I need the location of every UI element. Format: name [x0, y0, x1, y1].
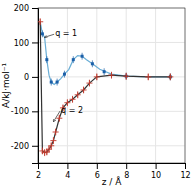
tick-label: 12	[180, 171, 190, 180]
tick-label: -100	[11, 107, 29, 116]
point	[167, 74, 173, 80]
point	[94, 74, 100, 80]
error-bar	[46, 56, 47, 63]
annotation-arrow	[45, 34, 55, 37]
grid-line	[126, 8, 127, 163]
tick-mark	[32, 42, 38, 43]
tick: -100	[11, 107, 38, 116]
error-bar	[73, 56, 74, 63]
y-axis: -200 -100 0 100 200	[11, 4, 39, 163]
point	[41, 32, 44, 35]
grid-line	[96, 8, 97, 163]
tick-label: 2	[36, 171, 41, 180]
point	[81, 55, 84, 58]
annotation: q = 1	[55, 29, 77, 38]
tick-label: 0	[24, 73, 29, 82]
point	[53, 129, 59, 135]
tick: 200	[14, 4, 38, 13]
point	[50, 81, 53, 84]
tick-label: 4	[65, 171, 70, 180]
point	[50, 138, 56, 144]
tick-mark	[156, 163, 157, 169]
line	[40, 22, 170, 153]
point	[63, 73, 66, 76]
tick-label: 8	[124, 171, 129, 180]
point	[86, 80, 92, 86]
chart: 2 4 6 8 10 12 -200 -100 0 100 200 q = 1 q = 2 z / Å A/…	[0, 0, 194, 189]
error-bar	[42, 30, 43, 37]
tick-label: 200	[14, 4, 29, 13]
tick-label: 6	[95, 171, 100, 180]
grid-line	[38, 42, 185, 43]
plot: 2 4 6 8 10 12 -200 -100 0 100 200 q = 1 q = 2	[11, 4, 191, 180]
point	[103, 70, 106, 73]
point	[72, 58, 75, 61]
plot-frame	[38, 8, 185, 163]
tick: 8	[124, 163, 129, 180]
tick-mark	[32, 8, 38, 9]
tick: 100	[14, 39, 38, 48]
annotations: q = 1 q = 2	[45, 29, 83, 121]
point	[145, 74, 151, 80]
tick-mark	[185, 163, 186, 169]
tick-mark	[126, 163, 127, 169]
grid-line	[155, 8, 156, 163]
tick-mark	[32, 111, 38, 112]
error-bar	[64, 71, 65, 78]
point	[48, 143, 54, 149]
tick: 4	[65, 163, 70, 180]
error-bar	[92, 60, 93, 67]
tick: 2	[36, 163, 41, 180]
marks	[38, 18, 173, 156]
tick-label: -200	[11, 142, 29, 151]
x-axis-title: z / Å	[102, 176, 122, 187]
tick-label: 100	[14, 39, 29, 48]
error-bar	[82, 53, 83, 60]
axis-line	[39, 164, 186, 170]
point	[91, 62, 94, 65]
point	[45, 58, 48, 61]
tick-mark	[32, 146, 38, 147]
grid-line	[38, 145, 185, 146]
axis-line	[32, 9, 39, 164]
tick-mark	[67, 163, 68, 169]
point	[56, 81, 59, 84]
error-bar	[57, 79, 58, 86]
tick: 0	[24, 73, 38, 82]
y-axis-title: A/kJ·mol⁻¹	[1, 63, 11, 108]
point	[75, 92, 81, 98]
tick-mark	[97, 163, 98, 169]
point	[123, 73, 129, 79]
annotation-arrow	[53, 111, 60, 122]
grid	[38, 8, 185, 163]
error-bar	[104, 68, 105, 75]
tick: 12	[180, 163, 190, 180]
point	[81, 87, 87, 93]
annotation: q = 2	[61, 106, 83, 115]
point	[64, 100, 70, 106]
tick-label: 10	[151, 171, 161, 180]
point	[38, 19, 43, 25]
tick: -200	[11, 142, 38, 151]
line	[40, 22, 170, 85]
tick: 10	[151, 163, 161, 180]
point	[108, 72, 114, 78]
tick: 6	[95, 163, 100, 180]
tick-mark	[32, 77, 38, 78]
error-bar	[51, 79, 52, 86]
point	[70, 96, 76, 102]
